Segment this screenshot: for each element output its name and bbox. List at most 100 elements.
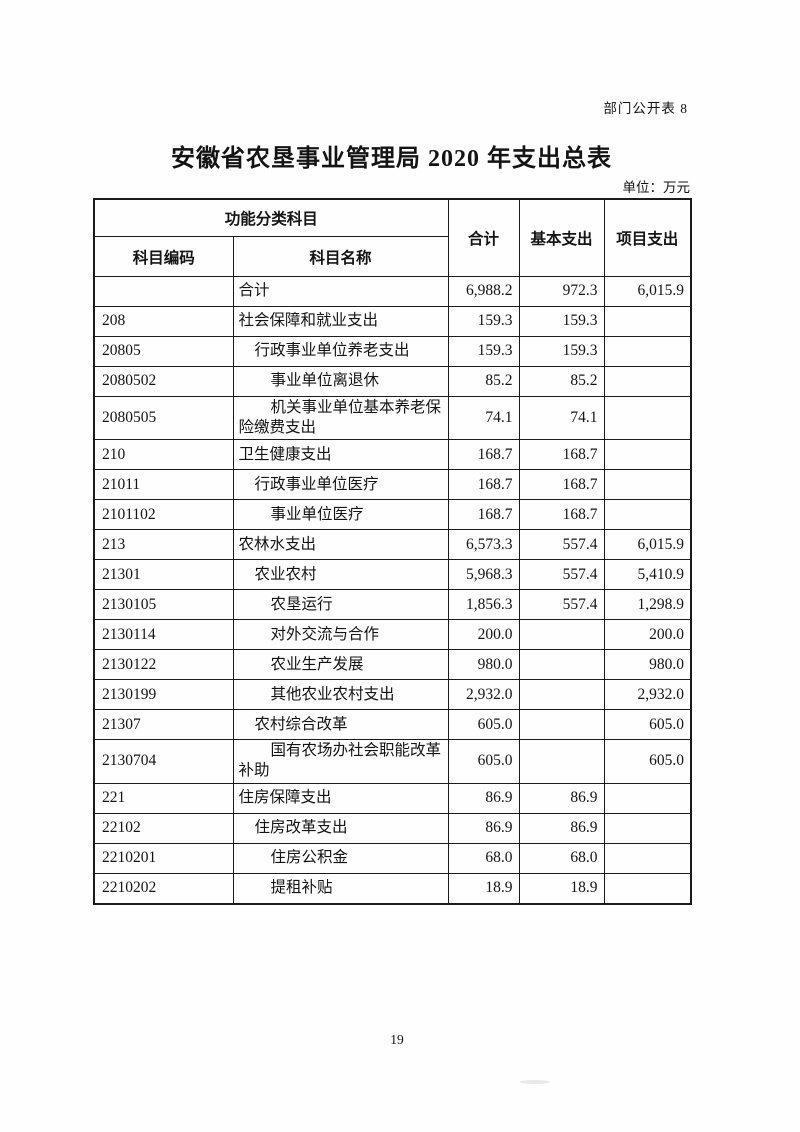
name-cell: 住房公积金 <box>232 842 449 874</box>
code-cell: 210 <box>93 439 234 471</box>
code-cell: 2130105 <box>93 589 234 621</box>
table-row: 22102 住房改革支出 86.9 86.9 <box>93 812 692 844</box>
project-cell <box>603 812 692 844</box>
code-cell: 208 <box>93 306 234 337</box>
total-cell: 74.1 <box>447 395 520 441</box>
name-cell: 卫生健康支出 <box>232 439 449 471</box>
table-row: 2080505 机关事业单位基本养老保险缴费支出 74.1 74.1 <box>93 395 692 441</box>
name-cell: 住房保障支出 <box>232 782 449 814</box>
name-cell: 农林水支出 <box>232 529 449 561</box>
table-row: 2080502 事业单位离退休 85.2 85.2 <box>93 366 692 397</box>
basic-cell: 168.7 <box>518 499 605 531</box>
code-cell: 2130199 <box>93 679 234 711</box>
code-cell: 221 <box>93 782 234 814</box>
project-cell: 605.0 <box>603 739 692 784</box>
code-cell: 21011 <box>93 469 234 501</box>
doc-label: 部门公开表 8 <box>603 101 688 116</box>
basic-cell: 18.9 <box>518 872 605 905</box>
project-cell <box>603 395 692 441</box>
total-cell: 605.0 <box>447 709 520 741</box>
project-cell <box>603 336 692 367</box>
code-cell <box>93 276 234 307</box>
name-cell: 社会保障和就业支出 <box>232 306 449 337</box>
basic-cell <box>518 709 605 741</box>
unit-label: 单位：万元 <box>622 180 691 195</box>
basic-cell: 557.4 <box>518 589 605 621</box>
project-cell: 5,410.9 <box>603 559 692 591</box>
page-title: 安徽省农垦事业管理局 2020 年支出总表 <box>171 146 612 172</box>
basic-cell: 168.7 <box>518 439 605 471</box>
table-row: 2130199 其他农业农村支出 2,932.0 2,932.0 <box>93 679 692 711</box>
name-cell: 合计 <box>232 276 449 307</box>
basic-cell <box>518 679 605 711</box>
project-cell <box>603 872 692 905</box>
basic-cell: 86.9 <box>518 812 605 844</box>
total-cell: 168.7 <box>447 439 520 471</box>
code-cell: 20805 <box>93 336 234 367</box>
name-cell: 农业生产发展 <box>232 649 449 681</box>
project-cell <box>603 782 692 814</box>
project-cell <box>603 366 692 397</box>
total-cell: 6,573.3 <box>447 529 520 561</box>
table-body: 合计 6,988.2 972.3 6,015.9 208 社会保障和就业支出 1… <box>93 276 692 905</box>
project-cell: 200.0 <box>603 619 692 651</box>
code-cell: 2101102 <box>93 499 234 531</box>
name-cell: 住房改革支出 <box>232 812 449 844</box>
project-cell <box>603 499 692 531</box>
total-cell: 605.0 <box>447 739 520 784</box>
total-cell: 168.7 <box>447 469 520 501</box>
project-cell <box>603 469 692 501</box>
total-cell: 200.0 <box>447 619 520 651</box>
table-row: 21301 农业农村 5,968.3 557.4 5,410.9 <box>93 559 692 591</box>
total-cell: 159.3 <box>447 336 520 367</box>
total-cell: 68.0 <box>447 842 520 874</box>
table-row: 合计 6,988.2 972.3 6,015.9 <box>93 276 692 307</box>
header-project-expenditure: 项目支出 <box>603 198 692 277</box>
basic-cell: 85.2 <box>518 366 605 397</box>
basic-cell: 86.9 <box>518 782 605 814</box>
table-row: 2210201 住房公积金 68.0 68.0 <box>93 842 692 874</box>
code-cell: 21301 <box>93 559 234 591</box>
total-cell: 2,932.0 <box>447 679 520 711</box>
basic-cell <box>518 619 605 651</box>
basic-cell: 74.1 <box>518 395 605 441</box>
basic-cell: 159.3 <box>518 336 605 367</box>
name-cell: 农业农村 <box>232 559 449 591</box>
total-cell: 159.3 <box>447 306 520 337</box>
total-cell: 168.7 <box>447 499 520 531</box>
table-row: 2130105 农垦运行 1,856.3 557.4 1,298.9 <box>93 589 692 621</box>
code-cell: 2080505 <box>93 395 234 441</box>
header-basic-expenditure: 基本支出 <box>518 198 605 277</box>
table-row: 2130122 农业生产发展 980.0 980.0 <box>93 649 692 681</box>
total-cell: 86.9 <box>447 812 520 844</box>
code-cell: 2130114 <box>93 619 234 651</box>
code-cell: 2210201 <box>93 842 234 874</box>
code-cell: 2130704 <box>93 739 234 784</box>
name-cell: 对外交流与合作 <box>232 619 449 651</box>
table-row: 2130704 国有农场办社会职能改革补助 605.0 605.0 <box>93 739 692 784</box>
name-cell: 机关事业单位基本养老保险缴费支出 <box>232 395 449 441</box>
total-cell: 6,988.2 <box>447 276 520 307</box>
project-cell: 2,932.0 <box>603 679 692 711</box>
table-row: 2101102 事业单位医疗 168.7 168.7 <box>93 499 692 531</box>
code-cell: 2210202 <box>93 872 234 905</box>
name-cell: 其他农业农村支出 <box>232 679 449 711</box>
name-cell: 行政事业单位养老支出 <box>232 336 449 367</box>
page-number: 19 <box>390 1032 404 1047</box>
table-row: 213 农林水支出 6,573.3 557.4 6,015.9 <box>93 529 692 561</box>
total-cell: 85.2 <box>447 366 520 397</box>
table-row: 2210202 提租补贴 18.9 18.9 <box>93 872 692 905</box>
basic-cell: 972.3 <box>518 276 605 307</box>
project-cell: 6,015.9 <box>603 529 692 561</box>
name-cell: 事业单位离退休 <box>232 366 449 397</box>
table-row: 20805 行政事业单位养老支出 159.3 159.3 <box>93 336 692 367</box>
name-cell: 提租补贴 <box>232 872 449 905</box>
project-cell <box>603 306 692 337</box>
project-cell: 605.0 <box>603 709 692 741</box>
table-row: 21307 农村综合改革 605.0 605.0 <box>93 709 692 741</box>
header-function-category: 功能分类科目 <box>93 198 449 237</box>
table-row: 21011 行政事业单位医疗 168.7 168.7 <box>93 469 692 501</box>
name-cell: 行政事业单位医疗 <box>232 469 449 501</box>
header-total: 合计 <box>447 198 520 277</box>
